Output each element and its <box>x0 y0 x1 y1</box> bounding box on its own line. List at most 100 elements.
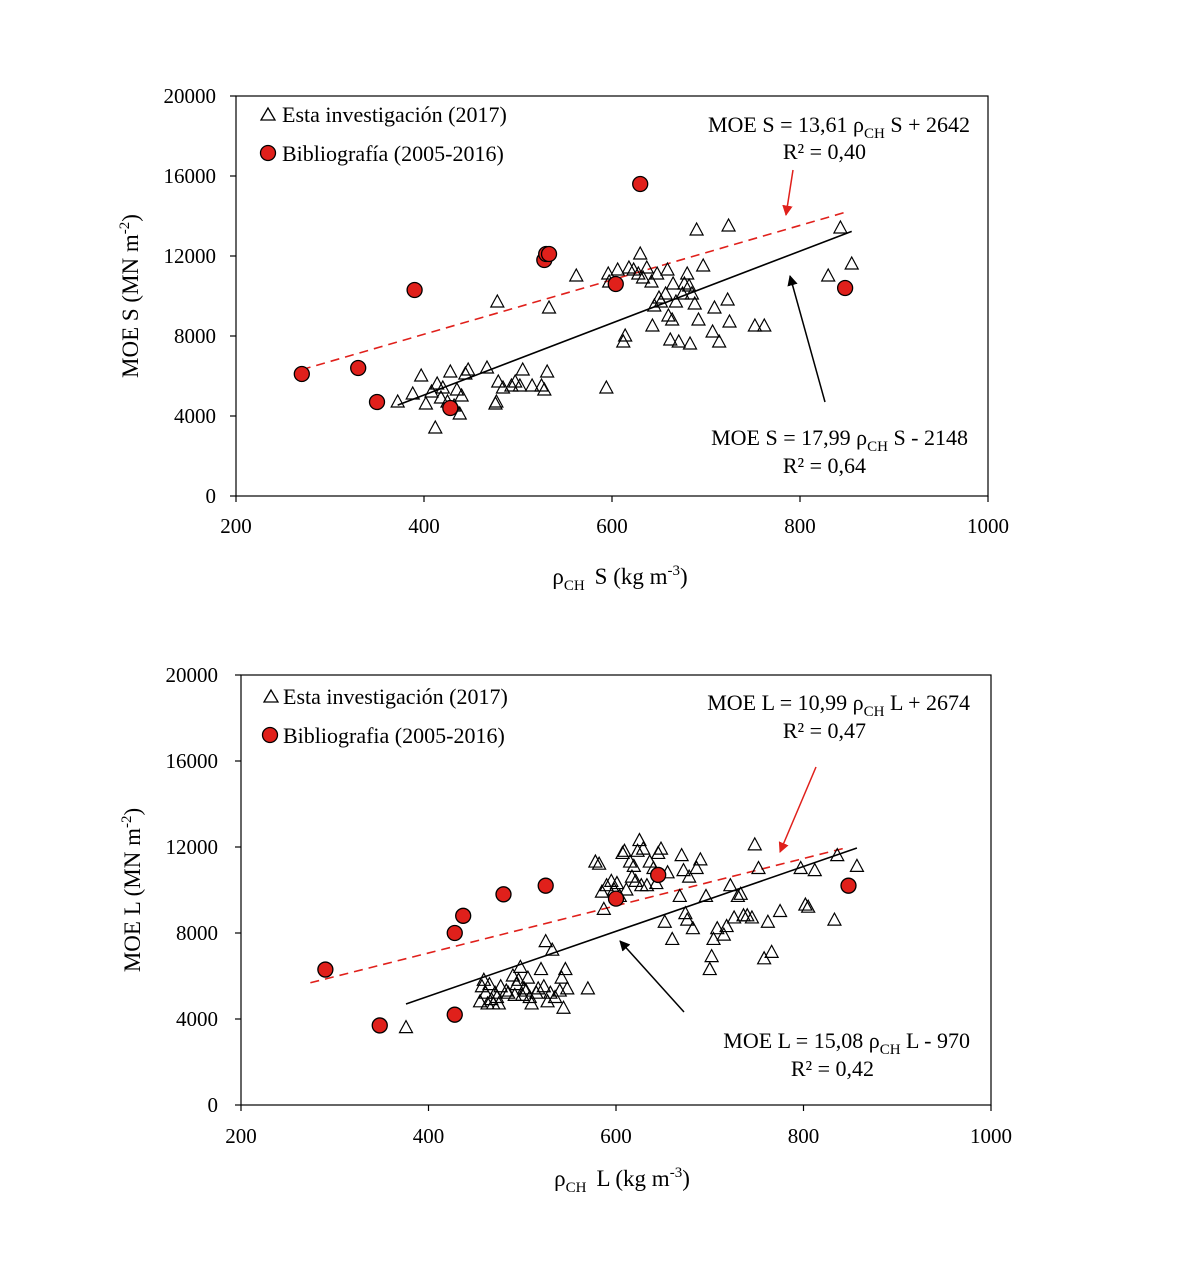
data-point-triangle <box>709 920 725 935</box>
data-point-triangle <box>596 901 612 915</box>
data-point-triangle <box>398 1019 414 1034</box>
data-point-triangle <box>721 217 737 232</box>
y-ticks-bottom: 0 4000 8000 12000 16000 20000 <box>166 663 219 1117</box>
data-point-circle <box>446 1006 463 1023</box>
equation-own-top: MOE S = 17,99 ρCH S - 2148 <box>711 425 968 455</box>
legend-circle-marker <box>261 726 279 744</box>
data-point-triangle <box>826 911 842 926</box>
y-tick-label: 20000 <box>164 84 217 108</box>
data-point-circle <box>350 359 367 377</box>
data-point-circle <box>293 365 310 383</box>
data-point-triangle <box>518 982 534 997</box>
data-point-triangle <box>598 379 614 394</box>
data-point-triangle <box>615 845 631 860</box>
data-point-triangle <box>711 333 727 348</box>
y-tick-label: 16000 <box>166 749 219 773</box>
data-point-triangle <box>844 255 860 270</box>
data-point-triangle <box>568 267 584 282</box>
data-point-triangle <box>516 980 532 995</box>
data-point-triangle <box>522 989 538 1004</box>
data-point-triangle <box>460 361 476 376</box>
data-point-triangle <box>618 881 634 896</box>
annotation-arrow-red-bottom <box>778 766 817 853</box>
data-marks-top <box>293 175 860 434</box>
data-point-triangle <box>488 393 504 408</box>
data-point-triangle <box>705 931 722 946</box>
data-point-triangle <box>682 335 698 350</box>
data-point-triangle <box>672 888 688 903</box>
data-point-triangle <box>429 375 445 390</box>
data-point-triangle <box>617 327 633 342</box>
trendline-own <box>397 230 852 406</box>
data-point-triangle <box>495 379 511 394</box>
data-point-triangle <box>478 984 494 999</box>
data-point-circle <box>368 393 386 411</box>
y-ticks-top: 0 4000 8000 12000 16000 20000 <box>164 84 217 508</box>
data-point-triangle <box>849 858 865 872</box>
data-point-triangle <box>639 259 655 274</box>
data-point-triangle <box>435 379 451 394</box>
trendline-biblio <box>310 846 849 984</box>
y-tick-label: 16000 <box>164 164 217 188</box>
data-point-triangle <box>687 295 703 310</box>
data-point-triangle <box>524 995 540 1010</box>
data-point-triangle <box>764 944 780 958</box>
data-point-triangle <box>538 933 554 948</box>
data-point-triangle <box>503 377 519 392</box>
data-point-triangle <box>554 969 570 984</box>
data-point-triangle <box>520 969 536 984</box>
data-point-triangle <box>512 959 528 974</box>
data-point-triangle <box>405 385 421 400</box>
data-point-triangle <box>442 363 458 378</box>
data-point-triangle <box>479 359 495 374</box>
data-point-triangle <box>555 999 572 1014</box>
x-tick-marks-top <box>235 496 989 502</box>
x-tick-label: 800 <box>788 1124 820 1148</box>
data-point-triangle <box>658 285 674 300</box>
data-point-triangle <box>621 259 637 274</box>
x-ticks-top: 200 400 600 800 1000 <box>220 514 1009 538</box>
data-point-triangle <box>657 913 673 928</box>
data-point-triangle <box>489 293 505 308</box>
data-point-triangle <box>676 275 692 290</box>
legend-triangle-marker <box>262 688 280 703</box>
data-point-circle <box>607 275 624 293</box>
y-tick-label: 0 <box>208 1093 219 1117</box>
data-point-circle <box>840 877 857 894</box>
data-point-triangle <box>500 984 516 999</box>
data-point-triangle <box>600 265 616 280</box>
data-point-triangle <box>644 317 660 332</box>
data-point-triangle <box>692 851 708 866</box>
legend-bottom: Esta investigación (2017) Bibliografia (… <box>261 684 508 748</box>
x-tick-label: 600 <box>600 1124 632 1148</box>
data-point-triangle <box>685 920 701 935</box>
data-point-triangle <box>587 853 603 868</box>
chart-bottom: 0 4000 8000 12000 16000 20000 200 400 60… <box>119 663 1012 1196</box>
data-point-triangle <box>684 285 700 300</box>
y-tick-label: 8000 <box>174 324 216 348</box>
data-point-triangle <box>424 383 440 398</box>
data-point-triangle <box>609 875 625 890</box>
data-point-triangle <box>689 221 705 236</box>
data-point-triangle <box>730 888 746 903</box>
data-point-triangle <box>524 377 540 392</box>
data-point-triangle <box>491 995 507 1010</box>
data-point-triangle <box>756 317 772 332</box>
data-point-circle <box>406 281 423 299</box>
y-tick-label: 8000 <box>176 921 218 945</box>
data-point-triangle <box>716 926 732 941</box>
data-point-triangle <box>449 381 465 396</box>
legend-top: Esta investigación (2017) Bibliografía (… <box>259 102 507 166</box>
data-point-triangle <box>544 941 560 956</box>
data-point-triangle <box>472 993 488 1008</box>
data-point-triangle <box>515 361 531 376</box>
data-point-triangle <box>481 976 497 991</box>
data-point-triangle <box>677 905 693 920</box>
data-point-circle <box>537 877 554 894</box>
y-tick-label: 20000 <box>166 663 219 687</box>
y-tick-label: 0 <box>206 484 217 508</box>
data-point-triangle <box>646 297 662 312</box>
x-tick-label: 800 <box>784 514 816 538</box>
data-point-triangle <box>649 265 665 280</box>
